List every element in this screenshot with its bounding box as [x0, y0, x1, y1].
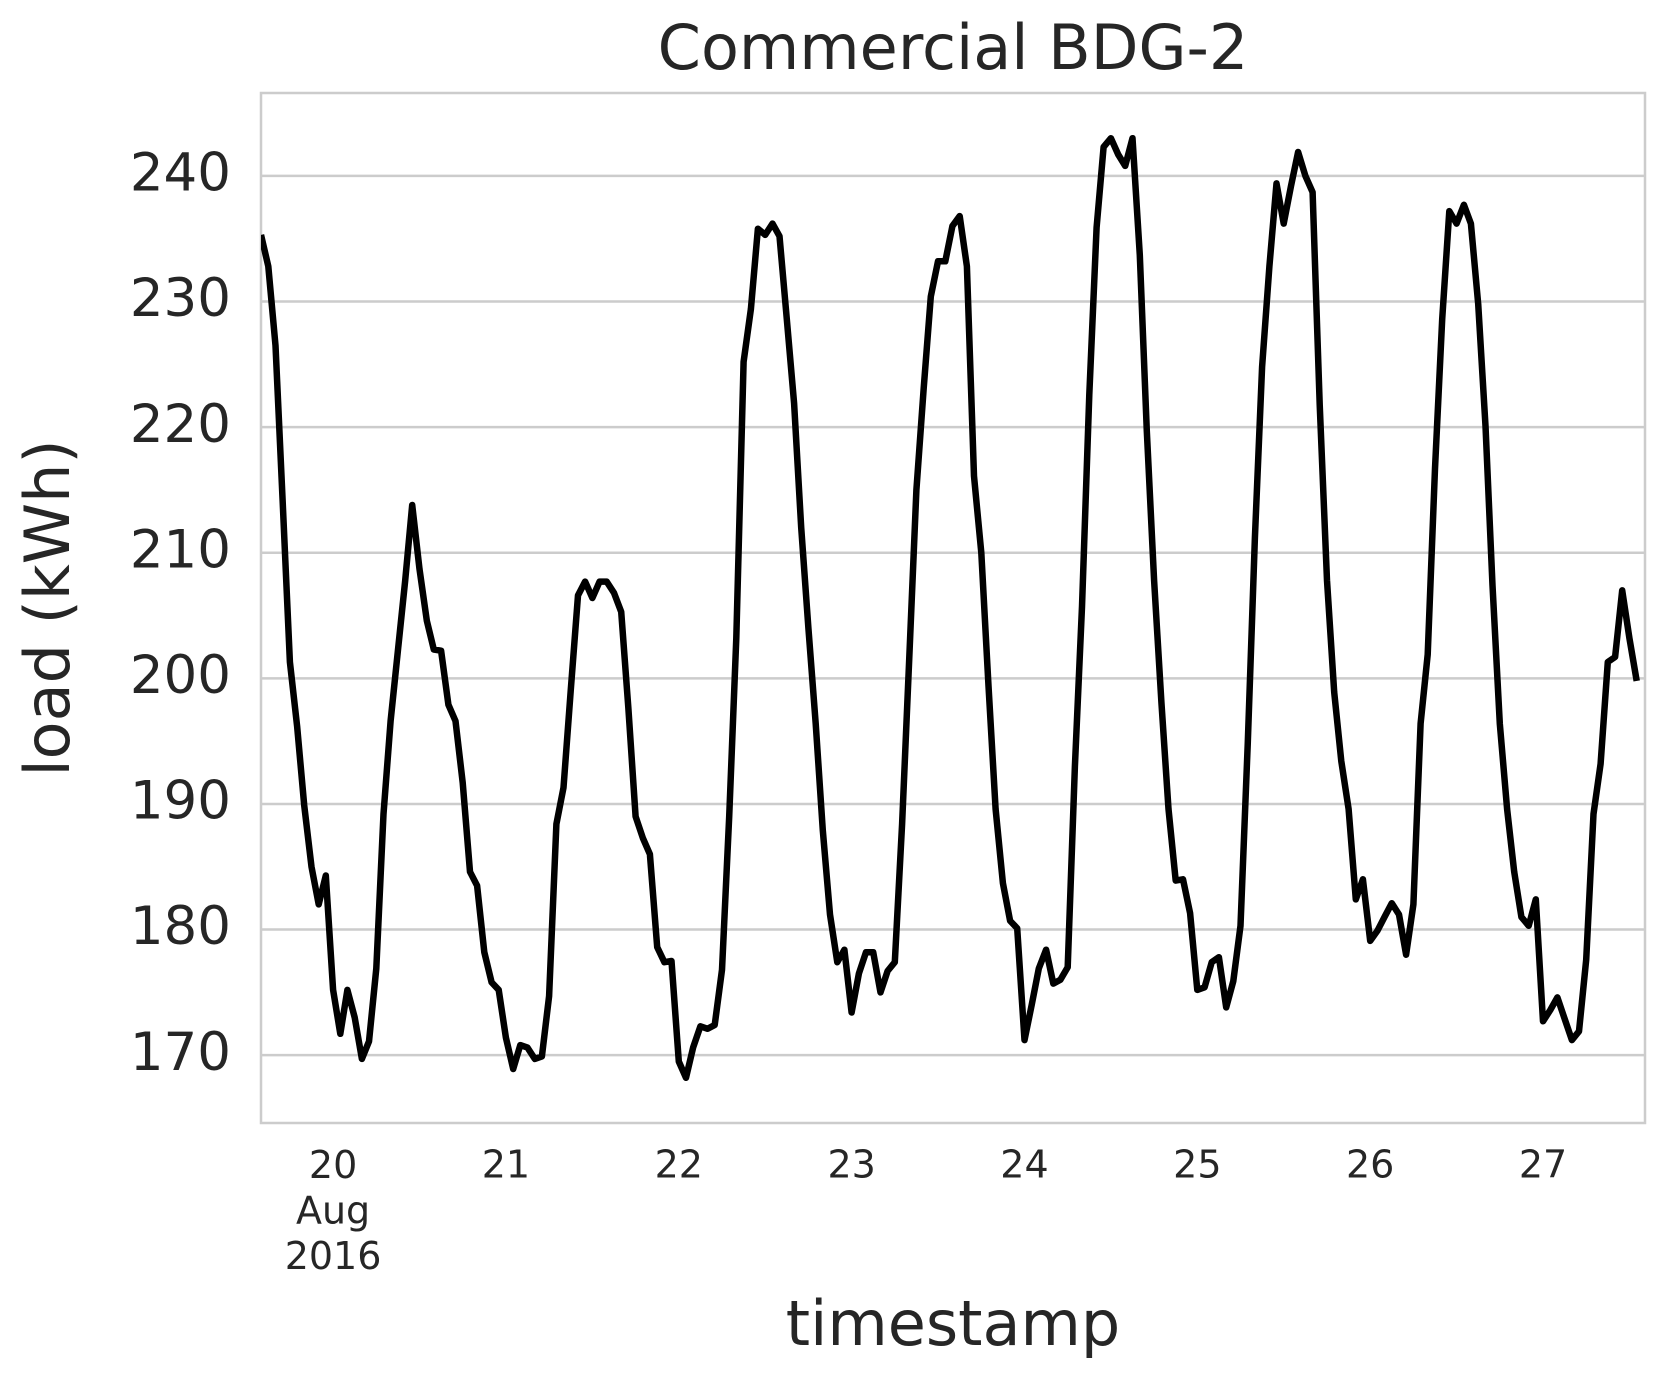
- y-tick-label: 230: [130, 268, 231, 329]
- y-tick-label: 200: [130, 645, 231, 706]
- x-tick-label: 23: [827, 1143, 875, 1187]
- x-tick-label: 27: [1519, 1143, 1567, 1187]
- x-tick-label: 22: [655, 1143, 703, 1187]
- y-tick-label: 240: [130, 143, 231, 204]
- y-tick-label: 180: [130, 896, 231, 957]
- x-axis-label: timestamp: [786, 1287, 1120, 1360]
- x-tick-label: 24: [1000, 1143, 1048, 1187]
- y-tick-label: 220: [130, 394, 231, 455]
- x-tick-label: 21: [482, 1143, 530, 1187]
- y-axis-label: load (kWh): [11, 439, 84, 776]
- x-tick-label: 20 Aug 2016: [285, 1143, 382, 1278]
- plot-frame: [259, 91, 1647, 1125]
- y-tick-label: 210: [130, 519, 231, 580]
- x-tick-label: 25: [1173, 1143, 1221, 1187]
- x-tick-label: 26: [1346, 1143, 1394, 1187]
- data-line: [261, 134, 1640, 1082]
- y-tick-label: 190: [130, 771, 231, 832]
- y-tick-label: 170: [130, 1022, 231, 1083]
- chart-title: Commercial BDG-2: [658, 11, 1249, 84]
